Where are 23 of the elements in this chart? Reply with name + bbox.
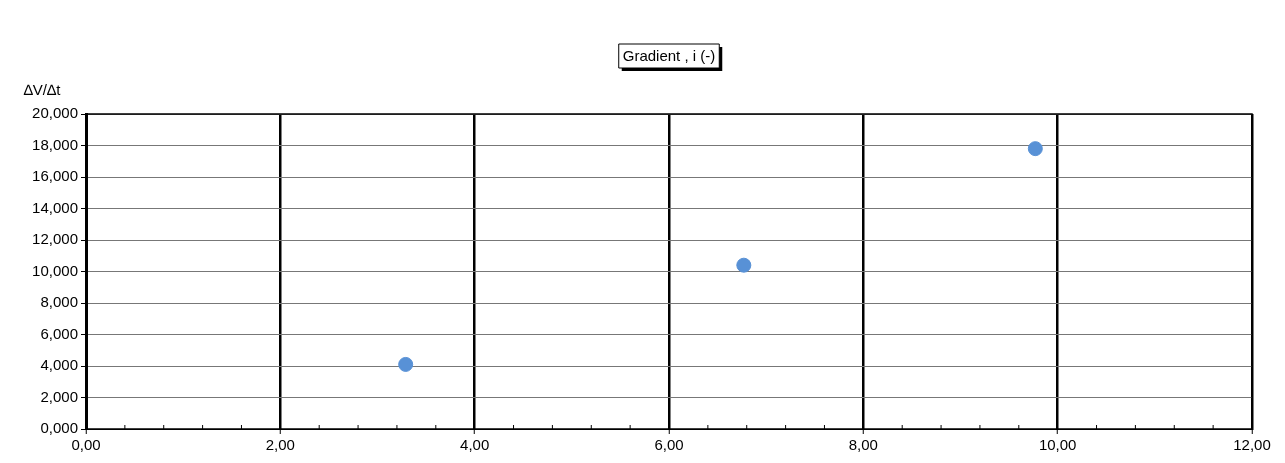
y-tick-label: 16,000 bbox=[32, 167, 78, 185]
point bbox=[1027, 141, 1043, 157]
point bbox=[736, 257, 752, 273]
x-tick-label: 4,00 bbox=[460, 436, 490, 454]
y-tick-label: 14,000 bbox=[32, 198, 78, 216]
x-tick-label: 8,00 bbox=[848, 436, 878, 454]
chart-title: Gradient , i (-) bbox=[622, 47, 716, 65]
y-tick-label: 8,000 bbox=[40, 293, 78, 311]
x-tick-label: 12,00 bbox=[1233, 436, 1271, 454]
x-tick-label: 10,00 bbox=[1038, 436, 1077, 454]
x-tick-label: 6,00 bbox=[654, 436, 684, 454]
x-tick-label: 2,00 bbox=[265, 436, 295, 454]
y-tick-label: 4,000 bbox=[40, 356, 78, 374]
y-tick-label: 0,000 bbox=[40, 419, 78, 437]
y-tick-label: 20,000 bbox=[32, 104, 78, 122]
y-tick-label: 6,000 bbox=[40, 324, 78, 342]
x-tick-label: 0,00 bbox=[71, 436, 101, 454]
y-tick-label: 12,000 bbox=[32, 230, 78, 248]
y-axis-title: ∆V/∆t bbox=[23, 81, 62, 99]
point bbox=[398, 356, 414, 372]
y-tick-label: 10,000 bbox=[32, 261, 78, 279]
y-tick-label: 2,000 bbox=[40, 387, 78, 405]
y-tick-label: 18,000 bbox=[32, 135, 78, 153]
